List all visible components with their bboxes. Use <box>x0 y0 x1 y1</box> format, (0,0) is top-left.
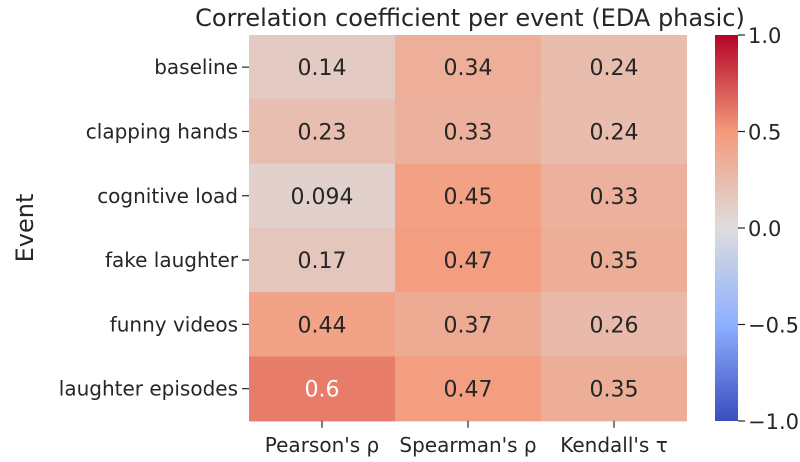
x-tick-label: Pearson's ρ <box>265 433 379 457</box>
cell-value-label: 0.094 <box>291 185 354 210</box>
y-tick-label: funny videos <box>110 312 238 336</box>
cell-value-label: 0.47 <box>444 249 493 274</box>
colorbar-tick-label: 0.0 <box>748 217 781 241</box>
colorbar-tick-label: 0.5 <box>748 121 781 145</box>
cell-value-label: 0.33 <box>590 185 639 210</box>
colorbar-ticks: 1.0 0.5 0.0 −0.5 −1.0 <box>738 24 799 434</box>
heatmap-cell <box>541 292 687 358</box>
colorbar-tick-label: −0.5 <box>748 314 799 338</box>
heatmap-cell <box>395 99 541 165</box>
row-labels: baseline clapping hands cognitive load fake… <box>59 55 249 401</box>
heatmap-cell <box>395 292 541 358</box>
heatmap-cell <box>395 227 541 293</box>
cell-value-label: 0.47 <box>444 378 493 403</box>
heatmap-cell <box>541 227 687 293</box>
y-tick-label: cognitive load <box>97 184 238 208</box>
heatmap-cell <box>395 35 541 100</box>
cell-value-label: 0.14 <box>298 56 347 81</box>
colorbar <box>715 35 738 421</box>
cell-value-label: 0.33 <box>444 120 493 145</box>
heatmap-cell <box>249 227 395 293</box>
heatmap-cells: 0.14 0.34 0.24 0.23 0.33 0.24 0.094 0.45 0.33 0.1… <box>249 35 687 422</box>
cell-value-label: 0.45 <box>444 185 493 210</box>
cell-value-label: 0.26 <box>590 313 639 338</box>
heatmap-cell <box>249 292 395 358</box>
y-tick-label: laughter episodes <box>59 377 238 401</box>
cell-value-label: 0.6 <box>305 378 340 403</box>
cell-value-label: 0.24 <box>590 120 639 145</box>
heatmap-cell <box>541 356 687 422</box>
y-axis-label: Event <box>11 194 39 263</box>
cell-value-label: 0.23 <box>298 120 347 145</box>
heatmap-cell <box>249 163 395 229</box>
cell-value-label: 0.35 <box>590 378 639 403</box>
heatmap-cell <box>541 35 687 100</box>
cell-value-label: 0.24 <box>590 56 639 81</box>
x-tick-label: Spearman's ρ <box>399 433 536 457</box>
heatmap-cell <box>541 163 687 229</box>
y-tick-label: baseline <box>154 55 238 79</box>
heatmap-cell <box>395 356 541 422</box>
cell-value-label: 0.34 <box>444 56 493 81</box>
colorbar-tick-label: 1.0 <box>748 24 781 48</box>
y-tick-label: clapping hands <box>86 119 238 143</box>
heatmap-cell <box>395 163 541 229</box>
cell-value-label: 0.44 <box>298 313 347 338</box>
colorbar-tick-label: −1.0 <box>748 410 799 434</box>
heatmap-cell <box>249 356 395 422</box>
chart-title: Correlation coefficient per event (EDA p… <box>195 4 745 32</box>
y-tick-label: fake laughter <box>105 248 239 272</box>
cell-value-label: 0.35 <box>590 249 639 274</box>
heatmap-cell <box>541 99 687 165</box>
heatmap-cell <box>249 35 395 100</box>
cell-value-label: 0.37 <box>444 313 493 338</box>
heatmap-cell <box>249 99 395 165</box>
cell-value-label: 0.17 <box>298 249 347 274</box>
column-labels: Pearson's ρ Spearman's ρ Kendall's τ <box>265 420 668 457</box>
x-tick-label: Kendall's τ <box>560 433 667 457</box>
